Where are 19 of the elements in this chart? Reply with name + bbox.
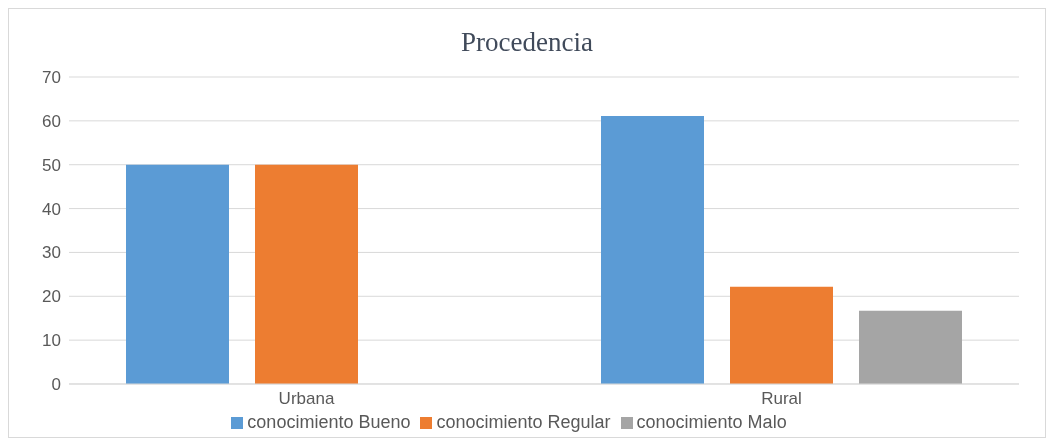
y-tick-label: 60 <box>42 111 61 131</box>
y-tick-label: 0 <box>51 375 61 395</box>
y-tick-label: 30 <box>42 243 61 263</box>
y-tick-label: 40 <box>42 199 61 219</box>
y-tick-label: 50 <box>42 155 61 175</box>
legend-label: conocimiento Regular <box>436 412 611 432</box>
bar <box>730 286 833 384</box>
y-tick-label: 70 <box>42 68 61 88</box>
legend-label: conocimiento Bueno <box>247 412 411 432</box>
bar <box>126 164 229 384</box>
bar <box>859 310 962 384</box>
y-tick-label: 10 <box>42 331 61 351</box>
x-tick-label: Urbana <box>278 389 335 409</box>
bar <box>255 164 358 384</box>
legend-label: conocimiento Malo <box>636 412 787 432</box>
chart-title: Procedencia <box>461 27 593 57</box>
x-tick-label: Rural <box>761 389 802 409</box>
bar <box>601 116 704 384</box>
y-tick-label: 20 <box>42 287 61 307</box>
